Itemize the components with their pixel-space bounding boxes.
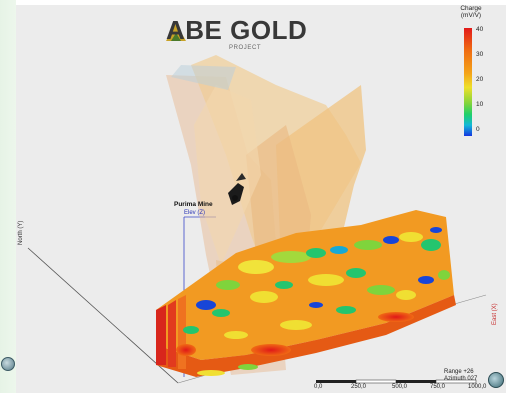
view-info: Range +26 Azimuth 027	[444, 369, 477, 383]
3d-viewport[interactable]: ABE GOLD PROJECT Charge (mV/V) 40 30 20 …	[16, 5, 506, 393]
north-axis-label: North (Y)	[18, 220, 24, 245]
compass-icon[interactable]	[488, 372, 504, 388]
logo-title: ABE GOLD	[166, 15, 308, 45]
colorbar-tick: 40	[476, 26, 484, 33]
range-value: Range +26	[444, 369, 474, 375]
north-axis-line	[27, 247, 179, 384]
scale-tick-label: 500,0	[392, 384, 408, 390]
east-axis-label: East (X)	[492, 303, 498, 325]
colorbar-tick: 20	[476, 76, 484, 83]
mine-marker-icon[interactable]	[228, 173, 246, 205]
mine-label: Purima Mine	[174, 201, 213, 208]
scale-tick-label: 750,0	[430, 384, 446, 390]
chargeability-block	[156, 210, 456, 377]
left-panel-strip	[0, 0, 16, 393]
colorbar-title-line1: Charge	[460, 5, 482, 12]
scale-bar	[316, 379, 477, 384]
view-orientation-icon[interactable]	[1, 357, 15, 371]
colorbar-tick: 30	[476, 51, 484, 58]
elev-axis-label: Elev (Z)	[184, 210, 205, 216]
scale-tick-label: 1000,0	[468, 384, 487, 390]
colorbar-gradient	[464, 28, 472, 136]
azimuth-value: Azimuth 027	[444, 376, 478, 382]
logo-subtitle: PROJECT	[229, 45, 262, 51]
logo-mark-icon	[166, 23, 186, 41]
colorbar-title: Charge (mV/V)	[446, 5, 496, 19]
scale-tick-label: 0,0	[314, 384, 323, 390]
colorbar-tick: 10	[476, 101, 484, 108]
colorbar-tick: 0	[476, 126, 480, 133]
scale-tick-label: 250,0	[351, 384, 367, 390]
scene-canvas	[27, 23, 487, 384]
colorbar-title-line2: (mV/V)	[460, 12, 482, 19]
